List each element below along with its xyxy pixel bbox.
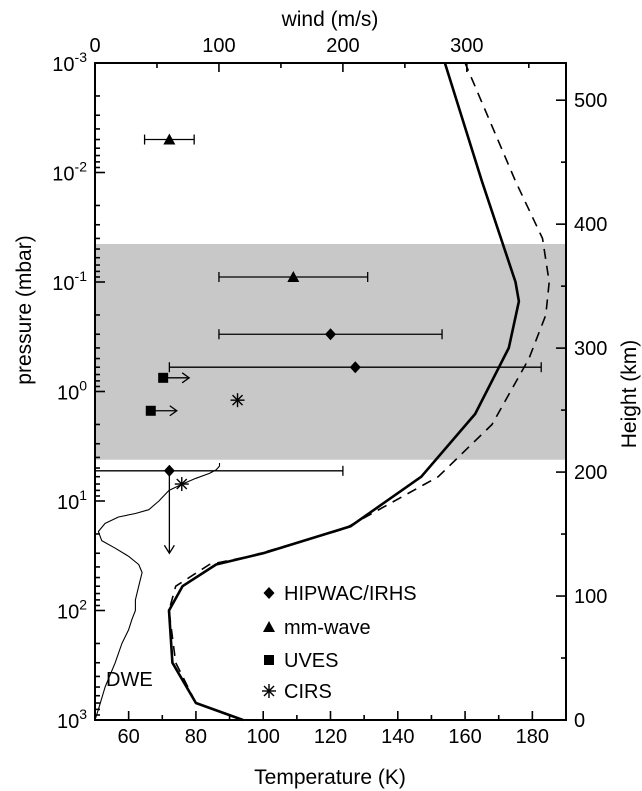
right-tick-label-300: 300 bbox=[574, 338, 607, 360]
bottom-tick-label-100: 100 bbox=[247, 726, 280, 748]
top-tick-label-100: 100 bbox=[202, 35, 235, 57]
marker-symbol bbox=[349, 361, 361, 374]
arrow-head bbox=[169, 405, 178, 417]
marker-symbol bbox=[163, 133, 176, 145]
arrow-head bbox=[181, 372, 191, 384]
left-tick-label-2: 10-1 bbox=[52, 268, 87, 295]
bottom-axis-title: Temperature (K) bbox=[254, 766, 406, 789]
marker-square-5 bbox=[158, 372, 191, 384]
top-axis-title: wind (m/s) bbox=[281, 8, 379, 31]
legend-symbol-square bbox=[264, 655, 274, 665]
left-tick-label-6: 103 bbox=[57, 706, 87, 733]
right-tick-label-200: 200 bbox=[574, 462, 607, 484]
bottom-tick-label-180: 180 bbox=[516, 726, 549, 748]
marker-square-6 bbox=[145, 405, 178, 417]
bottom-tick-label-160: 160 bbox=[448, 726, 481, 748]
wind-markers-layer bbox=[94, 133, 542, 555]
right-tick-label-100: 100 bbox=[574, 586, 607, 608]
shaded-region-layer bbox=[95, 244, 566, 460]
bottom-tick-label-120: 120 bbox=[314, 726, 347, 748]
left-tick-label-1: 10-2 bbox=[52, 159, 87, 186]
top-tick-label-200: 200 bbox=[326, 35, 359, 57]
marker-asterisk-8 bbox=[174, 477, 189, 492]
dwe-label: DWE bbox=[106, 669, 153, 691]
marker-diamond-0 bbox=[218, 328, 443, 341]
right-tick-label-0: 0 bbox=[574, 710, 585, 732]
bottom-tick-label-60: 60 bbox=[118, 726, 140, 748]
bottom-tick-label-80: 80 bbox=[185, 726, 207, 748]
legend-symbols bbox=[262, 587, 276, 698]
left-axis-title: pressure (mbar) bbox=[13, 235, 36, 384]
right-tick-label-500: 500 bbox=[574, 90, 607, 112]
legend: HIPWAC/IRHS mm-wave UVES CIRS bbox=[262, 583, 417, 703]
left-tick-label-4: 101 bbox=[57, 487, 87, 514]
temperature-profiles-layer bbox=[94, 62, 551, 722]
legend-label-hipwac: HIPWAC/IRHS bbox=[284, 583, 417, 605]
axis-ticks-layer: 60 80 100 120 140 160 180 0 100 200 300 10-3 10-2 10-… bbox=[52, 35, 607, 748]
legend-label-cirs: CIRS bbox=[284, 681, 332, 703]
marker-diamond-1 bbox=[168, 361, 542, 374]
marker-symbol bbox=[158, 372, 169, 383]
legend-label-uves: UVES bbox=[284, 650, 338, 672]
marker-triangle-3 bbox=[143, 133, 195, 145]
left-tick-label-0: 10-3 bbox=[52, 49, 87, 76]
marker-triangle-4 bbox=[218, 270, 369, 282]
legend-symbol-asterisk bbox=[262, 684, 276, 698]
top-tick-label-0: 0 bbox=[89, 35, 100, 57]
bottom-tick-label-140: 140 bbox=[381, 726, 414, 748]
legend-label-mm-wave: mm-wave bbox=[284, 617, 371, 639]
top-tick-label-300: 300 bbox=[450, 35, 483, 57]
marker-symbol bbox=[174, 477, 189, 492]
profile-dashed-1 bbox=[168, 62, 551, 721]
left-tick-label-5: 102 bbox=[57, 597, 87, 624]
legend-symbol-triangle bbox=[263, 621, 275, 632]
marker-symbol bbox=[325, 328, 336, 341]
left-tick-label-3: 100 bbox=[57, 378, 87, 405]
right-tick-label-400: 400 bbox=[574, 214, 607, 236]
marker-symbol bbox=[145, 405, 156, 416]
right-axis-title: Height (km) bbox=[618, 340, 641, 449]
profile-solid-thick-0 bbox=[167, 62, 521, 722]
marker-asterisk-7 bbox=[230, 393, 245, 408]
marker-symbol bbox=[287, 270, 300, 282]
arrow-head bbox=[163, 544, 175, 555]
legend-symbol-diamond bbox=[263, 587, 275, 599]
marker-symbol bbox=[163, 464, 175, 477]
marker-symbol bbox=[230, 393, 245, 408]
shaded-band bbox=[95, 244, 566, 460]
profile-solid-thin-2 bbox=[94, 463, 221, 721]
